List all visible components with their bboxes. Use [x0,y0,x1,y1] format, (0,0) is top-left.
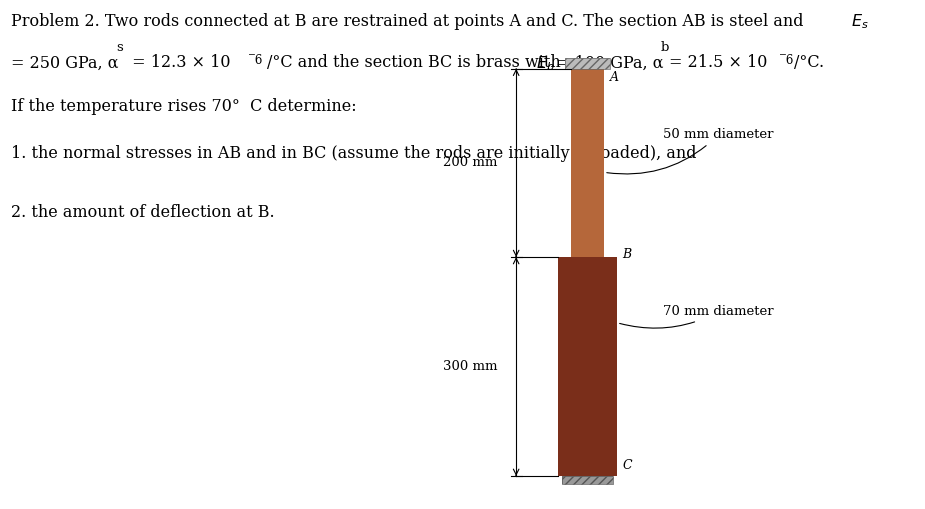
Text: 1. the normal stresses in AB and in BC (assume the rods are initially unloaded),: 1. the normal stresses in AB and in BC (… [11,145,697,162]
Text: = 21.5 × 10: = 21.5 × 10 [669,54,767,71]
Text: b: b [660,41,669,54]
Text: 50 mm diameter: 50 mm diameter [607,128,773,174]
Text: B: B [623,248,632,261]
Text: = 100 GPa, α: = 100 GPa, α [556,54,663,71]
Text: ‾6: ‾6 [249,54,262,68]
Bar [565,58,610,69]
Text: A: A [610,71,619,84]
Text: = 12.3 × 10: = 12.3 × 10 [127,54,230,71]
Text: /°C and the section BC is brass with: /°C and the section BC is brass with [267,54,566,71]
Text: $E_b$: $E_b$ [536,54,555,73]
Text: If the temperature rises 70°  C determine:: If the temperature rises 70° C determine… [11,98,357,115]
Text: Problem 2. Two rods connected at B are restrained at points A and C. The section: Problem 2. Two rods connected at B are r… [11,13,808,30]
Text: /°C.: /°C. [794,54,824,71]
Text: $E_s$: $E_s$ [851,13,869,32]
Text: 200 mm: 200 mm [443,156,498,169]
Text: s: s [117,41,123,54]
Bar [562,476,612,484]
Bar [558,257,617,476]
Text: = 250 GPa, α: = 250 GPa, α [11,54,118,71]
Text: ‾6: ‾6 [780,54,793,68]
Text: C: C [623,459,632,472]
Text: 2. the amount of deflection at B.: 2. the amount of deflection at B. [11,204,275,220]
Bar [571,69,604,257]
Text: 300 mm: 300 mm [443,360,498,373]
Text: 70 mm diameter: 70 mm diameter [620,305,774,328]
Bar [562,476,612,484]
Bar [565,58,610,69]
